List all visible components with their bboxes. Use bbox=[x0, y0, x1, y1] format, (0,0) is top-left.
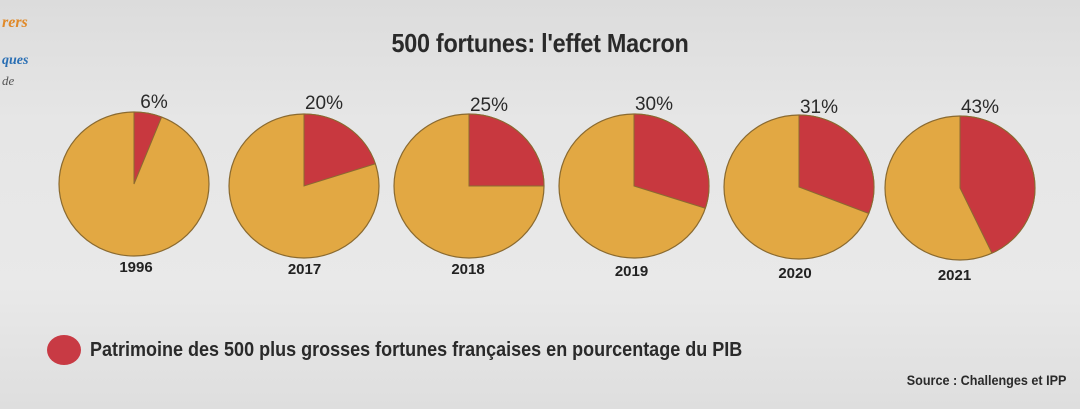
pie-year-label-2017: 2017 bbox=[288, 261, 321, 278]
legend-text: Patrimoine des 500 plus grosses fortunes… bbox=[90, 338, 743, 361]
pie-value-label-1996: 6% bbox=[140, 92, 168, 113]
pie-year-label-2019: 2019 bbox=[615, 263, 648, 280]
pie-charts: 6% 1996 20% 2017 25% 2018 30% 2019 31% 2020 43% 202… bbox=[58, 92, 1036, 284]
pie-year-label-1996: 1996 bbox=[119, 259, 152, 276]
pie-2021: 43% 2021 bbox=[884, 97, 1036, 284]
margin-fragment-2: ques bbox=[2, 53, 29, 68]
pie-2018: 25% 2018 bbox=[393, 95, 545, 278]
pie-2020: 31% 2020 bbox=[723, 97, 875, 282]
pie-slice-share-2018 bbox=[468, 113, 545, 187]
pie-value-label-2020: 31% bbox=[800, 97, 838, 118]
margin-fragment-3: de bbox=[2, 73, 15, 88]
pie-slice-share-2019 bbox=[633, 113, 710, 209]
pie-value-label-2019: 30% bbox=[635, 94, 673, 115]
pie-2017: 20% 2017 bbox=[228, 93, 380, 278]
pie-value-label-2018: 25% bbox=[470, 95, 508, 116]
pie-value-label-2021: 43% bbox=[961, 97, 999, 118]
pie-year-label-2021: 2021 bbox=[938, 267, 971, 284]
pie-year-label-2018: 2018 bbox=[451, 261, 484, 278]
pie-slice-share-2017 bbox=[303, 113, 376, 187]
pie-2019: 30% 2019 bbox=[558, 94, 710, 280]
pie-slice-share-2021 bbox=[959, 115, 1036, 254]
legend-swatch bbox=[47, 335, 81, 365]
margin-fragment-1: rers bbox=[2, 14, 28, 31]
legend: Patrimoine des 500 plus grosses fortunes… bbox=[47, 333, 815, 367]
pie-slice-share-1996 bbox=[133, 111, 163, 185]
pie-slice-share-2020 bbox=[798, 114, 875, 215]
pie-1996: 6% 1996 bbox=[58, 92, 210, 276]
chart-title: 500 fortunes: l'effet Macron bbox=[391, 28, 689, 58]
pie-value-label-2017: 20% bbox=[305, 93, 343, 114]
pie-year-label-2020: 2020 bbox=[778, 265, 811, 282]
source-note: Source : Challenges et IPP bbox=[906, 372, 1066, 388]
